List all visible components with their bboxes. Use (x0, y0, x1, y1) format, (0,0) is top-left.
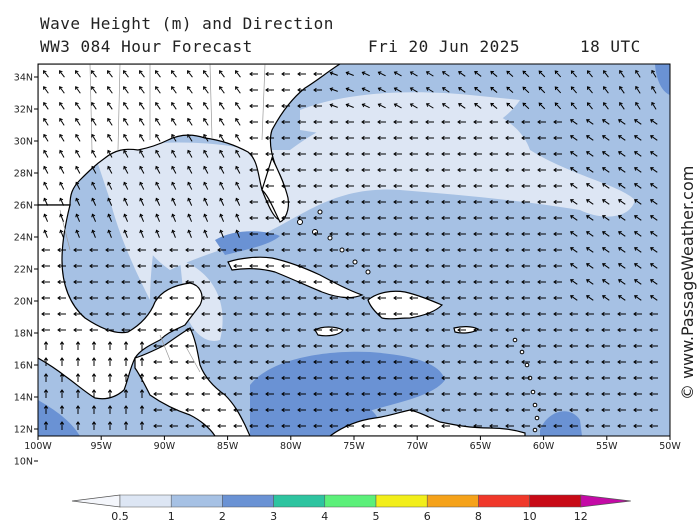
forecast-date: Fri 20 Jun 2025 (368, 37, 520, 56)
lon-label: 55W (596, 441, 618, 452)
legend-swatch (478, 494, 530, 508)
lat-label: 28N (14, 169, 33, 180)
wave-zone-nw-atlantic (300, 92, 520, 140)
island-hispaniola (367, 290, 444, 320)
wave-zone-0-5-1m-band (100, 100, 635, 270)
lat-label: 12N (14, 425, 33, 436)
lat-label: 30N (14, 137, 33, 148)
legend-label: 5 (373, 510, 380, 523)
lat-label: 10N (14, 457, 33, 468)
wave-zone-2-3m-east (540, 411, 582, 436)
lon-label: 75W (343, 441, 365, 452)
latitude-axis: 34N 32N 30N 28N 26N 24N 22N 20N 18N 16N 14N 12N 10N (14, 73, 38, 468)
legend-label: 0.5 (111, 510, 129, 523)
landmass-florida (261, 156, 290, 223)
landmass-central-america (134, 327, 251, 436)
legend-label: 4 (321, 510, 328, 523)
island-jamaica (314, 326, 344, 337)
forecast-label: WW3 084 Hour Forecast (40, 37, 253, 56)
map-title: Wave Height (m) and Direction (40, 14, 334, 33)
legend-label: 3 (270, 510, 277, 523)
lat-label: 26N (14, 201, 33, 212)
legend-label: 1 (168, 510, 175, 523)
lon-label: 80W (280, 441, 302, 452)
legend-high-end (580, 494, 631, 508)
wave-direction-arrows (41, 69, 658, 430)
forecast-time: 18 UTC (580, 37, 641, 56)
legend-label: 6 (424, 510, 431, 523)
lon-label: 65W (470, 441, 492, 452)
lat-label: 14N (14, 393, 33, 404)
bahamas-islands (297, 209, 371, 275)
wave-zone-2-3m-ne (655, 64, 670, 95)
lon-label: 70W (406, 441, 428, 452)
lon-label: 90W (154, 441, 176, 452)
legend-label: 2 (219, 510, 226, 523)
legend-swatch (273, 494, 326, 508)
lon-label: 50W (659, 441, 681, 452)
lesser-antilles (512, 337, 540, 433)
wave-zone-2-3m-pacific (38, 400, 80, 436)
lat-label: 34N (14, 73, 33, 84)
legend-label: 12 (574, 510, 588, 523)
legend-swatch (222, 494, 274, 508)
lat-label: 16N (14, 361, 33, 372)
lat-label: 18N (14, 329, 33, 340)
lat-label: 24N (14, 233, 33, 244)
lon-label: 85W (217, 441, 239, 452)
legend-label: 10 (523, 510, 537, 523)
legend-swatch (324, 494, 377, 508)
lon-label: 60W (533, 441, 555, 452)
landmass-south-america (328, 409, 526, 436)
lat-label: 22N (14, 265, 33, 276)
wave-zone-gulf-calm (95, 144, 170, 300)
legend-swatch (426, 494, 479, 508)
wave-zone-2-3m-bahamas (215, 231, 280, 255)
longitude-axis: 100W 95W 90W 85W 80W 75W 70W 65W 60W 55W 50W (24, 436, 681, 452)
legend-swatch (375, 494, 428, 508)
legend-label: 8 (475, 510, 482, 523)
wave-height-legend: 0.5 1 2 3 4 5 6 8 10 12 (71, 494, 631, 523)
lon-label: 95W (90, 441, 112, 452)
legend-swatch (529, 494, 582, 508)
lon-label: 100W (24, 441, 52, 452)
legend-swatch (170, 494, 223, 508)
site-watermark: © www.PassageWeather.com (678, 165, 697, 400)
lat-label: 20N (14, 297, 33, 308)
lat-label: 32N (14, 105, 33, 116)
state-borders (59, 64, 266, 373)
legend-swatch (119, 494, 172, 508)
legend-low-end (71, 494, 121, 508)
island-cuba (227, 256, 364, 299)
